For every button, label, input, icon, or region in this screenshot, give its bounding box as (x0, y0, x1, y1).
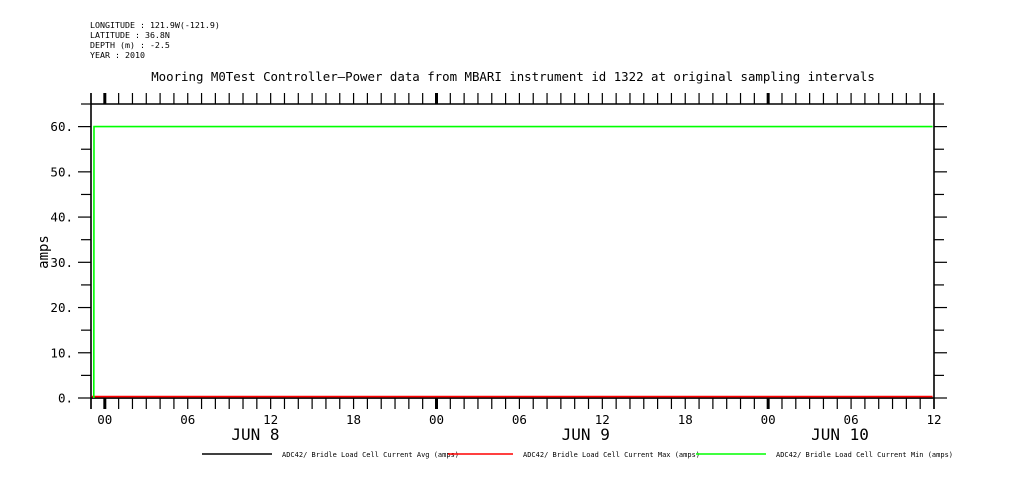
legend-label-max: ADC42/ Bridle Load Cell Current Max (amp… (523, 451, 700, 459)
series-line-2 (93, 125, 933, 399)
y-axis-ticks (78, 103, 947, 399)
x-hour-label: 12 (926, 412, 941, 427)
x-hour-label: 00 (429, 412, 444, 427)
y-tick-label: 30. (50, 255, 73, 270)
x-axis-ticks (90, 93, 935, 409)
x-hour-label: 00 (761, 412, 776, 427)
y-tick-label: 60. (50, 119, 73, 134)
meta-longitude: LONGITUDE : 121.9W(-121.9) (90, 20, 220, 30)
x-date-label: JUN 9 (562, 425, 610, 444)
x-hour-label: 06 (844, 412, 859, 427)
x-hour-label: 00 (97, 412, 112, 427)
x-date-label: JUN 10 (811, 425, 869, 444)
x-date-label: JUN 8 (231, 425, 279, 444)
y-tick-label: 0. (58, 391, 73, 406)
meta-latitude: LATITUDE : 36.8N (90, 30, 170, 40)
y-axis-tick-labels: 0. 10. 20. 30. 40. 50. 60. (50, 119, 73, 405)
legend-label-min: ADC42/ Bridle Load Cell Current Min (amp… (776, 451, 953, 459)
metadata-block: LONGITUDE : 121.9W(-121.9) LATITUDE : 36… (90, 20, 220, 60)
data-series-lines (91, 125, 933, 399)
x-axis-date-labels: JUN 8 JUN 9 JUN 10 (231, 425, 869, 444)
chart-title: Mooring M0Test Controller—Power data fro… (151, 69, 875, 84)
x-hour-label: 12 (263, 412, 278, 427)
x-hour-label: 06 (512, 412, 527, 427)
y-tick-label: 50. (50, 164, 73, 179)
x-hour-label: 18 (678, 412, 693, 427)
x-axis-hour-labels: 00 06 12 18 00 06 12 18 00 06 12 (97, 412, 941, 427)
meta-year: YEAR : 2010 (90, 50, 145, 60)
y-tick-label: 40. (50, 210, 73, 225)
meta-depth: DEPTH (m) : -2.5 (90, 40, 170, 50)
y-tick-label: 10. (50, 345, 73, 360)
x-hour-label: 18 (346, 412, 361, 427)
plot-frame (90, 93, 935, 409)
y-tick-label: 20. (50, 300, 73, 315)
x-hour-label: 12 (595, 412, 610, 427)
legend: ADC42/ Bridle Load Cell Current Avg (amp… (202, 451, 953, 459)
y-axis-label: amps (36, 235, 52, 269)
legend-label-avg: ADC42/ Bridle Load Cell Current Avg (amp… (282, 451, 459, 459)
x-hour-label: 06 (180, 412, 195, 427)
